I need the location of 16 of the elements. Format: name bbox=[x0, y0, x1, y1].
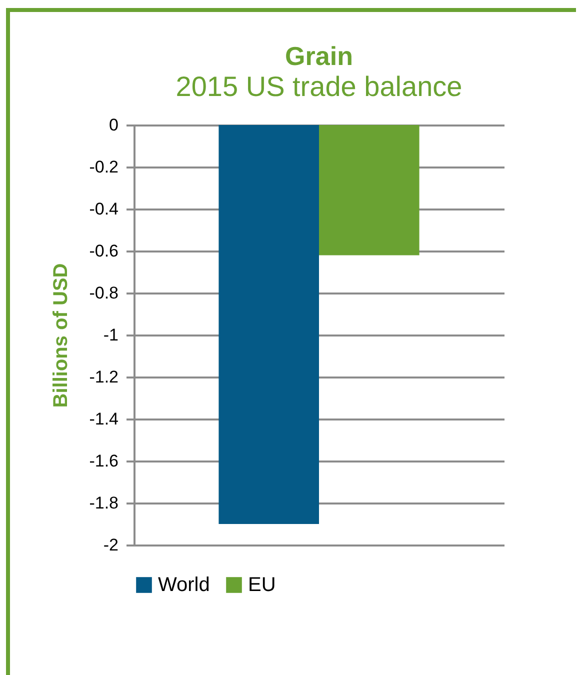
y-tick-label: -0.4 bbox=[89, 200, 118, 218]
y-tick-label: -0.6 bbox=[89, 242, 118, 260]
y-tick-label: -1.2 bbox=[89, 368, 118, 386]
y-tick-label: -1.6 bbox=[89, 452, 118, 470]
legend-label: EU bbox=[248, 574, 276, 596]
y-tick-label: -0.2 bbox=[89, 158, 118, 176]
chart-title: Grain bbox=[285, 41, 353, 71]
y-tick-label: 0 bbox=[109, 116, 118, 134]
legend-label: World bbox=[158, 574, 210, 596]
y-axis-title: Billions of USD bbox=[50, 263, 72, 408]
y-tick-label: -1.8 bbox=[89, 494, 118, 512]
y-tick-label: -1 bbox=[103, 326, 118, 344]
y-tick-label: -2 bbox=[103, 536, 118, 554]
y-tick-label: -0.8 bbox=[89, 284, 118, 302]
y-tick-label: -1.4 bbox=[89, 410, 118, 428]
chart-subtitle: 2015 US trade balance bbox=[176, 71, 462, 102]
